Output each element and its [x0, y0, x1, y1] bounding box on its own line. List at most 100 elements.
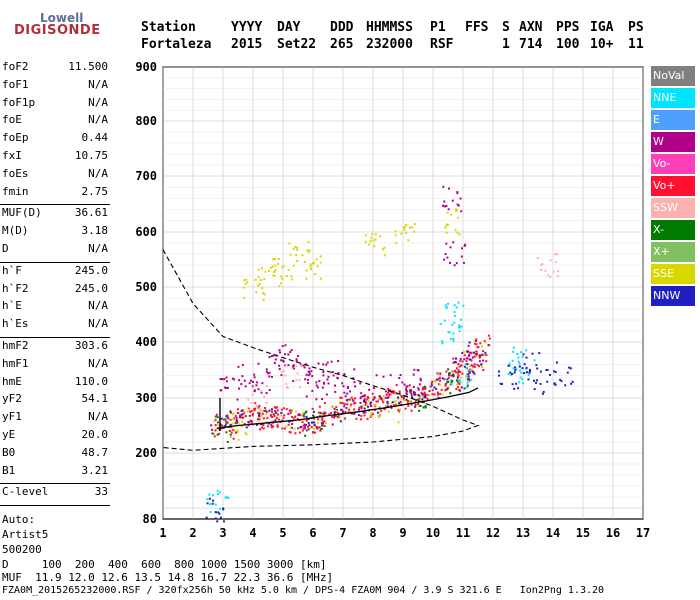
trace-point — [295, 410, 298, 413]
echo-point — [511, 372, 514, 375]
param-value: 10.75 — [74, 149, 108, 162]
param-name: fxI — [2, 149, 22, 162]
echo-point — [458, 325, 461, 328]
trace-point — [271, 412, 274, 415]
echo-point — [528, 368, 531, 371]
echo-point — [441, 342, 444, 345]
param-row: C-level 33 — [2, 485, 108, 503]
echo-point — [268, 375, 271, 378]
param-row: D N/A — [2, 242, 108, 260]
echo-point — [389, 393, 392, 396]
trace-point — [370, 405, 373, 408]
echo-point — [442, 204, 445, 207]
param-row: foF1p N/A — [2, 96, 108, 114]
echo-point — [268, 389, 271, 392]
trace-point — [388, 393, 391, 396]
trace-point — [424, 396, 427, 399]
trace-point — [468, 365, 471, 368]
echo-point — [273, 258, 276, 261]
trace-point — [271, 415, 274, 418]
param-separator — [0, 261, 110, 263]
trace-point — [411, 396, 414, 399]
echo-point — [251, 414, 254, 417]
echo-point — [351, 398, 354, 401]
echo-point — [570, 382, 573, 385]
trace-point — [317, 418, 320, 421]
trace-point — [366, 405, 369, 408]
echo-point — [289, 253, 292, 256]
trace-point — [472, 351, 475, 354]
echo-point — [224, 423, 227, 426]
echo-point — [311, 414, 314, 417]
trace-point — [446, 387, 449, 390]
echo-point — [268, 356, 271, 359]
trace-point — [435, 378, 438, 381]
echo-point — [250, 401, 253, 404]
legend-entry-vo: Vo+ — [651, 176, 695, 196]
echo-point — [375, 374, 378, 377]
x-tick-label: 2 — [189, 526, 196, 540]
echo-point — [236, 429, 239, 432]
direction-legend: NoVal NNE E W Vo- Vo+ SSW X- X+ SSE NNW — [651, 66, 695, 308]
echo-point — [272, 258, 275, 261]
echo-point — [224, 496, 227, 499]
echo-point — [528, 370, 531, 373]
y-tick-label: 300 — [135, 391, 157, 405]
echo-point — [462, 261, 465, 264]
echo-point — [417, 403, 420, 406]
echo-point — [282, 359, 285, 362]
param-row: foF2 11.500 — [2, 60, 108, 78]
header-label: PS — [628, 20, 644, 35]
echo-point — [222, 427, 225, 430]
echo-point — [241, 420, 244, 423]
echo-point — [237, 412, 240, 415]
echo-point — [389, 374, 392, 377]
echo-point — [443, 200, 446, 203]
trace-point — [276, 425, 279, 428]
echo-point — [223, 378, 226, 381]
echo-point — [466, 378, 469, 381]
trace-point — [460, 364, 463, 367]
echo-point — [560, 380, 563, 383]
trace-point — [350, 403, 353, 406]
echo-point — [307, 250, 310, 253]
echo-point — [327, 375, 330, 378]
echo-point — [318, 379, 321, 382]
trace-point — [400, 394, 403, 397]
param-value: 303.6 — [74, 339, 108, 352]
echo-point — [364, 411, 367, 414]
trace-point — [380, 396, 383, 399]
echo-point — [257, 276, 260, 279]
echo-point — [265, 385, 268, 388]
echo-point — [459, 379, 462, 382]
echo-point — [409, 390, 412, 393]
param-value: N/A — [88, 77, 108, 91]
echo-point — [517, 360, 520, 363]
echo-point — [307, 374, 310, 377]
echo-point — [377, 400, 380, 403]
echo-point — [289, 350, 292, 353]
echo-point — [512, 350, 515, 353]
trace-point — [260, 423, 263, 426]
trace-point — [481, 365, 484, 368]
trace-point — [405, 398, 408, 401]
echo-point — [412, 373, 415, 376]
echo-point — [284, 344, 287, 347]
echo-point — [292, 417, 295, 420]
trace-point — [394, 392, 397, 395]
trace-point — [418, 397, 421, 400]
echo-point — [460, 255, 463, 258]
param-row: foF1 N/A — [2, 78, 108, 96]
trace-point — [363, 398, 366, 401]
auto-scaler-info: Auto: — [2, 513, 36, 527]
trace-point — [297, 414, 300, 417]
echo-point — [295, 360, 298, 363]
param-value: 11.500 — [68, 60, 108, 73]
echo-point — [536, 257, 539, 260]
echo-point — [308, 370, 311, 373]
echo-point — [246, 281, 249, 284]
param-value: N/A — [88, 242, 108, 255]
echo-point — [274, 358, 277, 361]
trace-point — [466, 350, 469, 353]
echo-point — [362, 395, 365, 398]
